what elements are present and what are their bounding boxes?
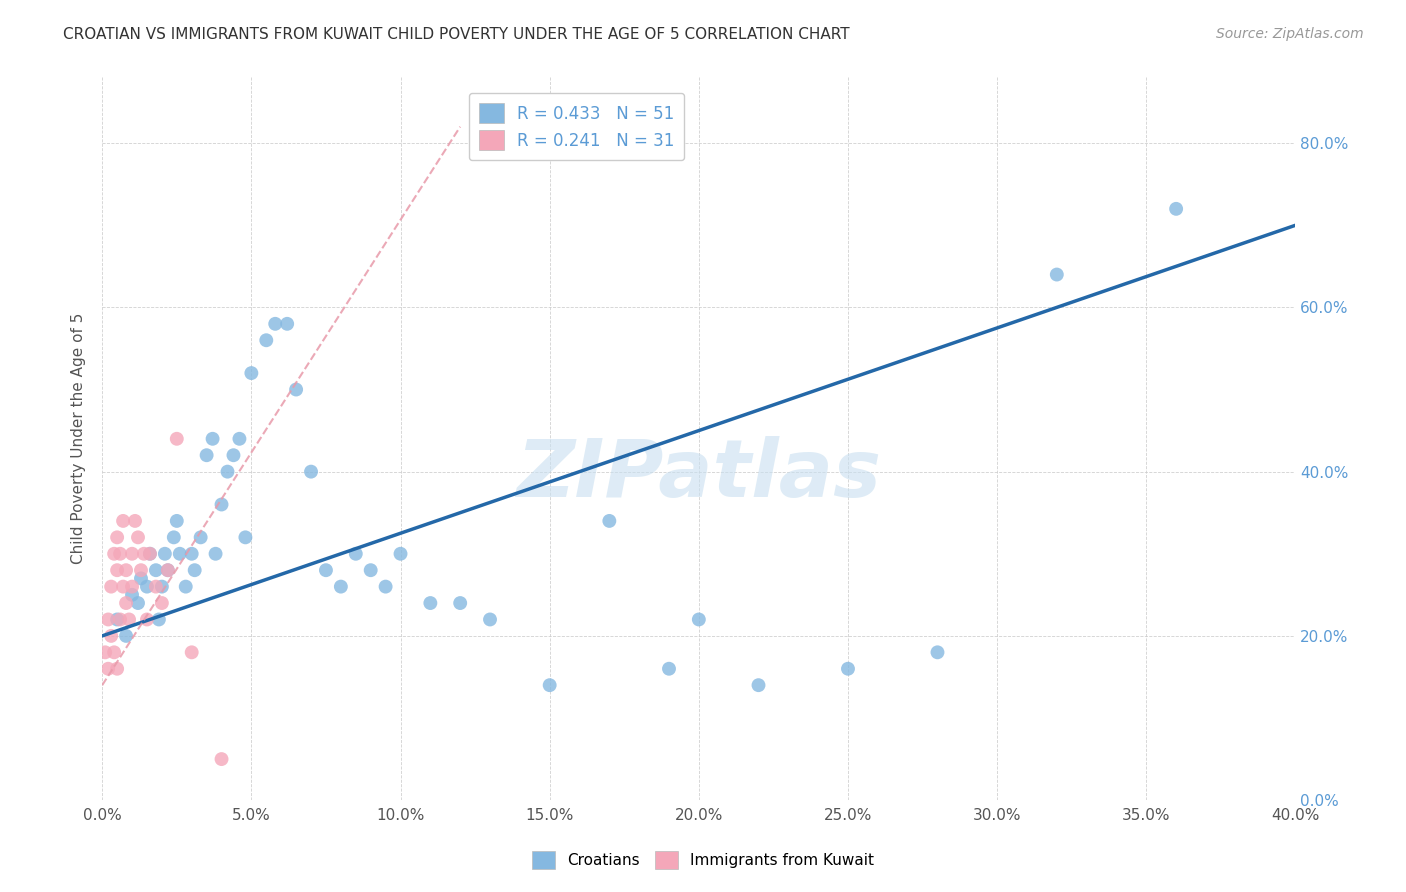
Point xyxy=(136,612,159,626)
Point xyxy=(156,563,179,577)
Point xyxy=(103,645,125,659)
Point xyxy=(240,366,263,380)
Point xyxy=(124,514,146,528)
Point xyxy=(150,596,173,610)
Point xyxy=(228,432,250,446)
Point xyxy=(195,448,218,462)
Point xyxy=(235,530,257,544)
Point xyxy=(222,448,245,462)
Point xyxy=(153,547,176,561)
Point xyxy=(121,588,143,602)
Point xyxy=(127,530,149,544)
Point xyxy=(148,612,170,626)
Point xyxy=(1046,268,1069,282)
Legend: Croatians, Immigrants from Kuwait: Croatians, Immigrants from Kuwait xyxy=(526,845,880,875)
Point xyxy=(276,317,298,331)
Point xyxy=(183,563,205,577)
Point xyxy=(538,678,561,692)
Point xyxy=(254,333,277,347)
Point xyxy=(94,645,117,659)
Point xyxy=(299,465,322,479)
Point xyxy=(127,596,149,610)
Point xyxy=(118,612,141,626)
Point xyxy=(163,530,186,544)
Point xyxy=(132,547,155,561)
Point xyxy=(449,596,471,610)
Point xyxy=(115,596,138,610)
Point xyxy=(201,432,224,446)
Text: ZIPatlas: ZIPatlas xyxy=(516,436,882,514)
Point xyxy=(166,514,188,528)
Y-axis label: Child Poverty Under the Age of 5: Child Poverty Under the Age of 5 xyxy=(72,313,86,565)
Text: CROATIAN VS IMMIGRANTS FROM KUWAIT CHILD POVERTY UNDER THE AGE OF 5 CORRELATION : CROATIAN VS IMMIGRANTS FROM KUWAIT CHILD… xyxy=(63,27,849,42)
Point xyxy=(180,547,202,561)
Point xyxy=(156,563,179,577)
Point xyxy=(174,580,197,594)
Point xyxy=(136,580,159,594)
Point xyxy=(658,662,681,676)
Legend: R = 0.433   N = 51, R = 0.241   N = 31: R = 0.433 N = 51, R = 0.241 N = 31 xyxy=(468,93,685,161)
Point xyxy=(108,612,131,626)
Point xyxy=(139,547,162,561)
Text: Source: ZipAtlas.com: Source: ZipAtlas.com xyxy=(1216,27,1364,41)
Point xyxy=(419,596,441,610)
Point xyxy=(837,662,859,676)
Point xyxy=(217,465,239,479)
Point xyxy=(389,547,412,561)
Point xyxy=(315,563,337,577)
Point xyxy=(479,612,502,626)
Point xyxy=(112,514,135,528)
Point xyxy=(169,547,191,561)
Point xyxy=(1166,202,1188,216)
Point xyxy=(97,612,120,626)
Point xyxy=(688,612,710,626)
Point xyxy=(115,563,138,577)
Point xyxy=(211,752,233,766)
Point xyxy=(121,547,143,561)
Point xyxy=(166,432,188,446)
Point xyxy=(150,580,173,594)
Point xyxy=(105,563,128,577)
Point xyxy=(105,530,128,544)
Point xyxy=(145,580,167,594)
Point xyxy=(747,678,769,692)
Point xyxy=(100,580,122,594)
Point xyxy=(374,580,396,594)
Point xyxy=(121,580,143,594)
Point xyxy=(204,547,226,561)
Point xyxy=(129,571,152,585)
Point xyxy=(108,547,131,561)
Point xyxy=(264,317,287,331)
Point xyxy=(112,580,135,594)
Point xyxy=(329,580,352,594)
Point xyxy=(927,645,949,659)
Point xyxy=(190,530,212,544)
Point xyxy=(103,547,125,561)
Point xyxy=(360,563,382,577)
Point xyxy=(344,547,367,561)
Point xyxy=(145,563,167,577)
Point xyxy=(105,662,128,676)
Point xyxy=(105,612,128,626)
Point xyxy=(97,662,120,676)
Point xyxy=(180,645,202,659)
Point xyxy=(139,547,162,561)
Point xyxy=(115,629,138,643)
Point xyxy=(285,383,308,397)
Point xyxy=(598,514,620,528)
Point xyxy=(129,563,152,577)
Point xyxy=(211,498,233,512)
Point xyxy=(100,629,122,643)
